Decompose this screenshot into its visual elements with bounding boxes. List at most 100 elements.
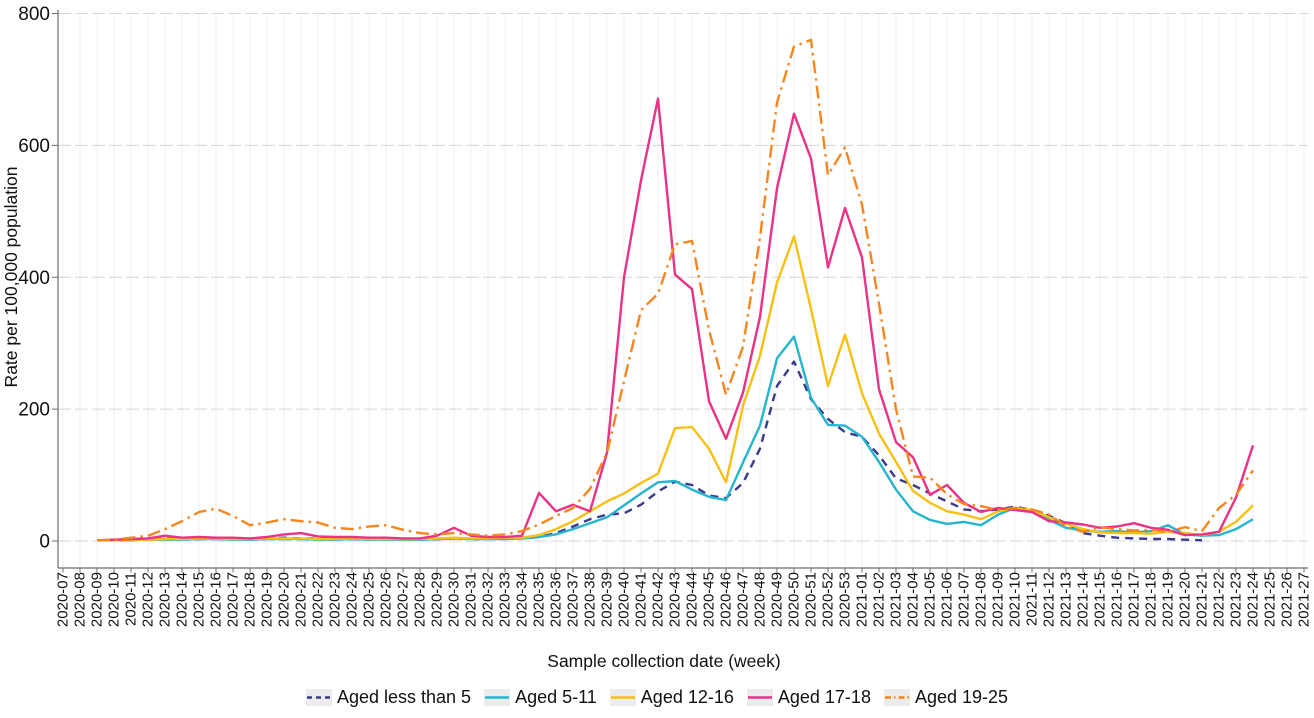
x-axis-title: Sample collection date (week) xyxy=(547,651,780,671)
x-tick-label: 2021-09 xyxy=(990,572,1007,627)
x-tick-label: 2021-11 xyxy=(1024,572,1041,626)
x-tick-label: 2021-21 xyxy=(1194,572,1211,627)
x-tick-label: 2021-15 xyxy=(1092,572,1109,627)
y-tick-label: 800 xyxy=(18,4,50,25)
x-tick-label: 2021-19 xyxy=(1160,572,1177,627)
x-tick-label: 2021-07 xyxy=(956,572,973,627)
y-tick-label: 0 xyxy=(39,532,50,553)
legend: Aged less than 5 Aged 5-11 Aged 12-16 Aged … xyxy=(0,681,1314,713)
x-tick-label: 2020-08 xyxy=(72,572,89,627)
x-tick-label: 2021-08 xyxy=(973,572,990,627)
x-tick-label: 2020-50 xyxy=(786,572,803,627)
y-tick-label: 200 xyxy=(18,400,50,421)
legend-label: Aged 17-18 xyxy=(777,686,871,707)
x-tick-label: 2020-20 xyxy=(276,572,293,627)
x-tick-label: 2020-24 xyxy=(344,572,361,627)
x-tick-label: 2021-01 xyxy=(854,572,871,627)
x-tick-label: 2020-48 xyxy=(752,572,769,627)
legend-label: Aged 19-25 xyxy=(914,686,1009,707)
x-tick-label: 2021-18 xyxy=(1143,572,1160,627)
legend-item-aged-5-11: Aged 5-11 xyxy=(484,687,597,708)
y-tick-label: 400 xyxy=(18,268,50,289)
x-tick-label: 2020-29 xyxy=(429,572,446,627)
x-tick-label: 2020-19 xyxy=(259,572,276,627)
x-tick-label: 2021-25 xyxy=(1262,572,1279,627)
x-tick-label: 2021-04 xyxy=(905,572,922,627)
x-tick-label: 2020-37 xyxy=(565,572,582,627)
legend-item-aged-12-16: Aged 12-16 xyxy=(609,686,734,708)
legend-label: Aged 12-16 xyxy=(640,686,734,707)
x-tick-label: 2021-24 xyxy=(1245,572,1262,627)
x-tick-label: 2020-18 xyxy=(242,572,259,627)
y-tick-label: 600 xyxy=(18,136,50,157)
x-tick-label: 2020-49 xyxy=(769,572,786,627)
x-tick-label: 2021-20 xyxy=(1177,572,1194,627)
y-axis-title: Rate per 100,000 population xyxy=(1,167,21,388)
x-tick-label: 2020-42 xyxy=(650,572,667,627)
x-tick-label: 2021-14 xyxy=(1075,572,1092,627)
x-tick-label: 2021-03 xyxy=(888,572,905,627)
x-tick-label: 2020-10 xyxy=(106,572,123,627)
x-tick-label: 2020-46 xyxy=(718,572,735,627)
legend-key-aged-less-than-5 xyxy=(305,688,332,706)
x-tick-label: 2020-13 xyxy=(157,572,174,627)
x-tick-label: 2021-23 xyxy=(1228,572,1245,627)
series-line-aged-19-25 xyxy=(96,38,1254,542)
legend-key-aged-5-11 xyxy=(484,688,511,706)
x-tick-label: 2021-06 xyxy=(939,572,956,627)
x-tick-label: 2020-31 xyxy=(463,572,480,627)
horizontal-gridlines xyxy=(58,13,1308,542)
legend-key-aged-17-18 xyxy=(746,688,773,706)
x-tick-label: 2020-40 xyxy=(616,572,633,627)
x-tick-label: 2021-12 xyxy=(1041,572,1058,627)
x-tick-label: 2020-09 xyxy=(89,572,106,627)
x-tick-label: 2020-15 xyxy=(191,572,208,627)
x-tick-label: 2021-13 xyxy=(1058,572,1075,627)
x-tick-label: 2020-47 xyxy=(735,572,752,627)
vertical-gridlines xyxy=(62,13,1305,568)
x-tick-label: 2020-38 xyxy=(582,572,599,627)
x-tick-label: 2020-45 xyxy=(701,572,718,627)
x-tick-label: 2020-16 xyxy=(208,572,225,627)
x-tick-label: 2020-39 xyxy=(599,572,616,627)
x-tick-label: 2021-22 xyxy=(1211,572,1228,627)
x-tick-label: 2020-28 xyxy=(412,572,429,627)
legend-item-aged-less-than-5: Aged less than 5 xyxy=(305,686,472,708)
legend-key-aged-19-25 xyxy=(883,688,910,706)
x-tick-label: 2020-14 xyxy=(174,572,191,627)
x-tick-label: 2020-43 xyxy=(667,572,684,627)
x-tick-label: 2020-44 xyxy=(684,572,701,627)
tick-marks xyxy=(52,13,1305,573)
x-tick-label: 2020-23 xyxy=(327,572,344,627)
x-tick-label: 2021-05 xyxy=(922,572,939,627)
x-tick-label: 2020-12 xyxy=(140,572,157,627)
x-tick-label: 2020-26 xyxy=(378,572,395,627)
x-tick-label: 2020-25 xyxy=(361,572,378,627)
legend-key-aged-12-16 xyxy=(609,688,636,706)
x-tick-label: 2021-02 xyxy=(871,572,888,627)
x-tick-label: 2020-41 xyxy=(633,572,650,627)
x-tick-label: 2020-53 xyxy=(837,572,854,627)
x-tick-label: 2021-26 xyxy=(1279,572,1296,627)
x-tick-label: 2020-21 xyxy=(293,572,310,627)
x-tick-label: 2020-11 xyxy=(123,572,140,626)
legend-item-aged-19-25: Aged 19-25 xyxy=(883,686,1009,708)
x-tick-label: 2020-34 xyxy=(514,572,531,627)
legend-label: Aged less than 5 xyxy=(336,686,472,707)
x-tick-label: 2020-51 xyxy=(803,572,820,627)
x-tick-label: 2020-32 xyxy=(480,572,497,627)
x-tick-label: 2020-36 xyxy=(548,572,565,627)
x-tick-label: 2020-35 xyxy=(531,572,548,627)
tick-labels: 2020-07 2020-08 2020-09 2020-10 2020-11 2020-… xyxy=(18,4,1312,627)
x-tick-label: 2021-16 xyxy=(1109,572,1126,627)
x-tick-label: 2020-30 xyxy=(446,572,463,627)
x-tick-label: 2021-27 xyxy=(1296,572,1313,627)
x-tick-label: 2021-10 xyxy=(1007,572,1024,627)
x-tick-label: 2020-52 xyxy=(820,572,837,627)
x-tick-label: 2021-17 xyxy=(1126,572,1143,627)
x-tick-label: 2020-17 xyxy=(225,572,242,627)
x-tick-label: 2020-27 xyxy=(395,572,412,627)
data-series xyxy=(96,38,1255,542)
